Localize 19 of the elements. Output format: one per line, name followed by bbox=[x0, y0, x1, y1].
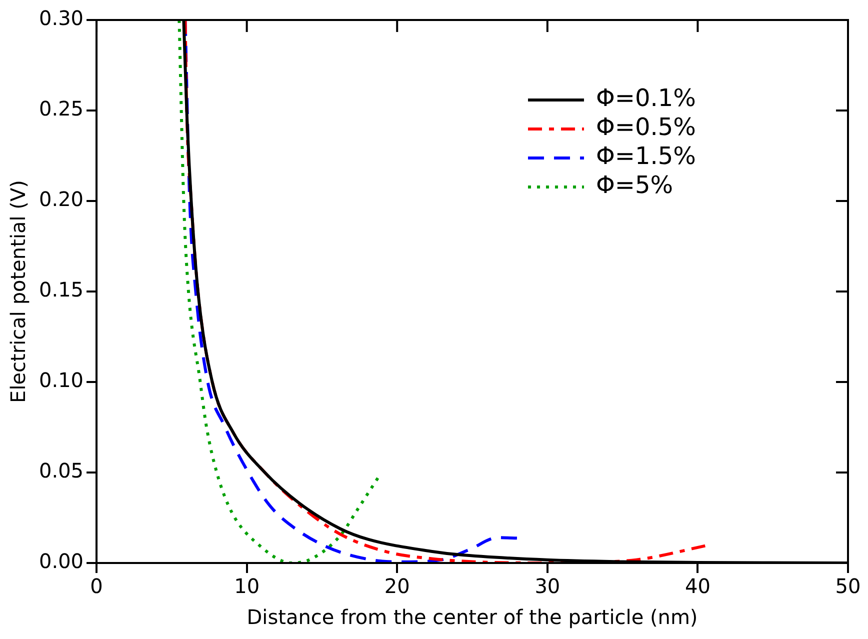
x-tick-label: 10 bbox=[234, 574, 260, 598]
legend-label: Φ=1.5% bbox=[596, 142, 696, 170]
y-tick-label: 0.15 bbox=[39, 278, 84, 302]
x-tick-label: 0 bbox=[90, 574, 103, 598]
legend-label: Φ=5% bbox=[596, 171, 674, 200]
x-tick-label: 50 bbox=[835, 574, 861, 598]
y-tick-label: 0.10 bbox=[39, 368, 84, 392]
legend-label: Φ=0.1% bbox=[596, 84, 696, 112]
legend-label: Φ=0.5% bbox=[596, 113, 696, 142]
x-tick-label: 30 bbox=[534, 574, 560, 598]
x-tick-label: 20 bbox=[384, 574, 410, 598]
y-tick-label: 0.25 bbox=[39, 96, 84, 121]
y-tick-label: 0.00 bbox=[39, 549, 84, 574]
y-tick-label: 0.20 bbox=[39, 187, 84, 212]
y-tick-label: 0.30 bbox=[39, 6, 84, 30]
y-tick-label: 0.05 bbox=[39, 458, 84, 483]
x-axis-title: Distance from the center of the particle (nm) bbox=[246, 605, 698, 630]
x-tick-label: 40 bbox=[684, 574, 710, 598]
y-axis-title: Electrical potential (V) bbox=[6, 180, 30, 403]
